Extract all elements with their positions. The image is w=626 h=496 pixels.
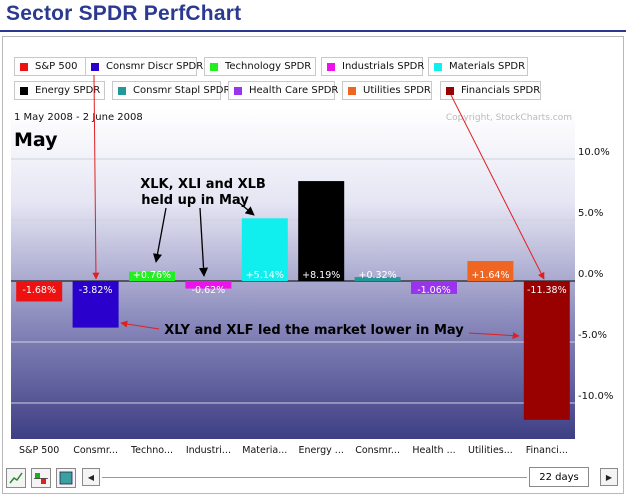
legend-swatch — [118, 86, 126, 95]
legend-label: Energy SPDR — [35, 85, 101, 96]
legend-tab-5[interactable]: Materials SPDR — [428, 57, 528, 76]
bar-value-label: +1.64% — [471, 270, 509, 281]
y-tick-labels: 10.0% 5.0% 0.0% -5.0% -10.0% — [578, 147, 613, 402]
legend-label: Utilities SPDR — [363, 85, 431, 96]
legend-swatch — [210, 62, 218, 71]
y-tick-label: -10.0% — [578, 391, 613, 402]
annotation-arrow-xlk — [153, 207, 167, 263]
legend-tab-10[interactable]: Financials SPDR — [440, 81, 541, 100]
scroll-left-button[interactable]: ◀ — [82, 468, 100, 486]
category-label: Financi... — [526, 445, 568, 456]
y-tick-label: 0.0% — [578, 269, 603, 280]
legend-label: Materials SPDR — [449, 61, 526, 72]
bar-6 — [298, 181, 345, 281]
perfchart-frame: S&P 500 Consmr Discr SPDR Technology SPDR I… — [2, 36, 624, 494]
scroll-right-button[interactable]: ▶ — [600, 468, 618, 486]
bar-value-label: -1.68% — [22, 285, 56, 296]
grid — [11, 158, 575, 404]
color-box-icon — [59, 471, 73, 485]
annotation-arrow-xli — [198, 207, 209, 277]
category-labels: S&P 500 Consmr... Techno... Industri... Mate… — [19, 445, 568, 456]
legend-swatch — [91, 62, 99, 71]
legend-tab-7[interactable]: Consmr Stapl SPDR — [112, 81, 230, 100]
bar-value-label: -3.82% — [79, 285, 113, 296]
bar-chart-button[interactable] — [31, 468, 51, 488]
chart-title: May — [14, 129, 58, 151]
page-title: Sector SPDR PerfChart — [6, 2, 242, 25]
category-label: Consmr... — [355, 445, 400, 456]
bar-7 — [354, 277, 401, 281]
title-rule — [0, 30, 626, 32]
bar-value-label: +5.14% — [246, 270, 284, 281]
category-label: S&P 500 — [19, 445, 59, 456]
bars — [16, 181, 570, 420]
y-tick-label: 5.0% — [578, 208, 603, 219]
bar-value-label: +8.19% — [302, 270, 340, 281]
legend-arrow-xlf — [450, 94, 545, 280]
legend-label: Industrials SPDR — [342, 61, 425, 72]
legend-label: Technology SPDR — [225, 61, 312, 72]
timeline-slider-track[interactable] — [102, 477, 527, 478]
legend-label: Health Care SPDR — [249, 85, 339, 96]
legend-label: Consmr Stapl SPDR — [133, 85, 231, 96]
y-tick-label: -5.0% — [578, 330, 607, 341]
annotation-arrow-xlb — [236, 200, 255, 216]
legend-swatch — [348, 86, 356, 95]
bar-value-label: +0.32% — [359, 270, 397, 281]
annotation-arrow-left — [120, 320, 160, 330]
bar-10 — [523, 281, 570, 420]
y-tick-label: 10.0% — [578, 147, 610, 158]
bar-3 — [129, 271, 175, 281]
annotation-up-line2: held up in May — [141, 193, 249, 208]
copyright: Copyright, StockCharts.com — [446, 113, 572, 123]
category-label: Materia... — [242, 445, 287, 456]
bar-8 — [411, 281, 457, 294]
annotation-down: XLY and XLF led the market lower in May — [164, 323, 464, 338]
legend-swatch — [327, 62, 335, 71]
legend-label: Financials SPDR — [461, 85, 541, 96]
legend-swatch — [434, 62, 442, 71]
bar-value-label: -11.38% — [527, 285, 567, 296]
legend-arrow-xly — [92, 74, 100, 280]
category-label: Health ... — [412, 445, 455, 456]
value-labels: -1.68% -3.82% +0.76% -0.62% +5.14% +8.19% +0.3… — [22, 270, 566, 296]
date-range: 1 May 2008 - 2 June 2008 — [14, 112, 143, 123]
legend-tab-2[interactable]: Consmr Discr SPDR — [85, 57, 203, 76]
legend-tab-4[interactable]: Industrials SPDR — [321, 57, 425, 76]
bar-value-label: -0.62% — [192, 285, 226, 296]
annotation-arrow-right — [468, 332, 520, 340]
category-label: Energy ... — [299, 445, 344, 456]
legend-tab-8[interactable]: Health Care SPDR — [228, 81, 339, 100]
legend-swatch — [234, 86, 242, 95]
bar-1 — [16, 281, 63, 302]
bar-chart-icon — [34, 473, 48, 484]
bar-2 — [72, 281, 119, 328]
legend-label: S&P 500 — [35, 61, 78, 72]
bar-5 — [241, 218, 288, 281]
control-bar: ◀ 22 days ▶ — [4, 466, 622, 492]
bar-value-label: -1.06% — [417, 285, 451, 296]
category-label: Industri... — [186, 445, 231, 456]
legend-swatch — [20, 62, 28, 71]
color-box-button[interactable] — [56, 468, 76, 488]
category-label: Techno... — [130, 445, 173, 456]
bar-4 — [185, 281, 232, 289]
legend-tab-6[interactable]: Energy SPDR — [14, 81, 105, 100]
line-chart-button[interactable] — [6, 468, 26, 488]
legend-swatch — [446, 86, 454, 95]
category-label: Consmr... — [73, 445, 118, 456]
category-label: Utilities... — [468, 445, 513, 456]
bar-9 — [467, 260, 514, 281]
line-chart-icon — [9, 472, 23, 484]
legend-swatch — [20, 86, 28, 95]
days-selector[interactable]: 22 days — [529, 467, 589, 487]
annotation-up-line1: XLK, XLI and XLB — [140, 177, 266, 192]
bar-value-label: +0.76% — [133, 270, 171, 281]
legend-tab-3[interactable]: Technology SPDR — [204, 57, 316, 76]
chart: -1.68% -3.82% +0.76% -0.62% +5.14% +8.19% +0.3… — [11, 74, 613, 456]
legend-tab-9[interactable]: Utilities SPDR — [342, 81, 432, 100]
legend-label: Consmr Discr SPDR — [106, 61, 204, 72]
